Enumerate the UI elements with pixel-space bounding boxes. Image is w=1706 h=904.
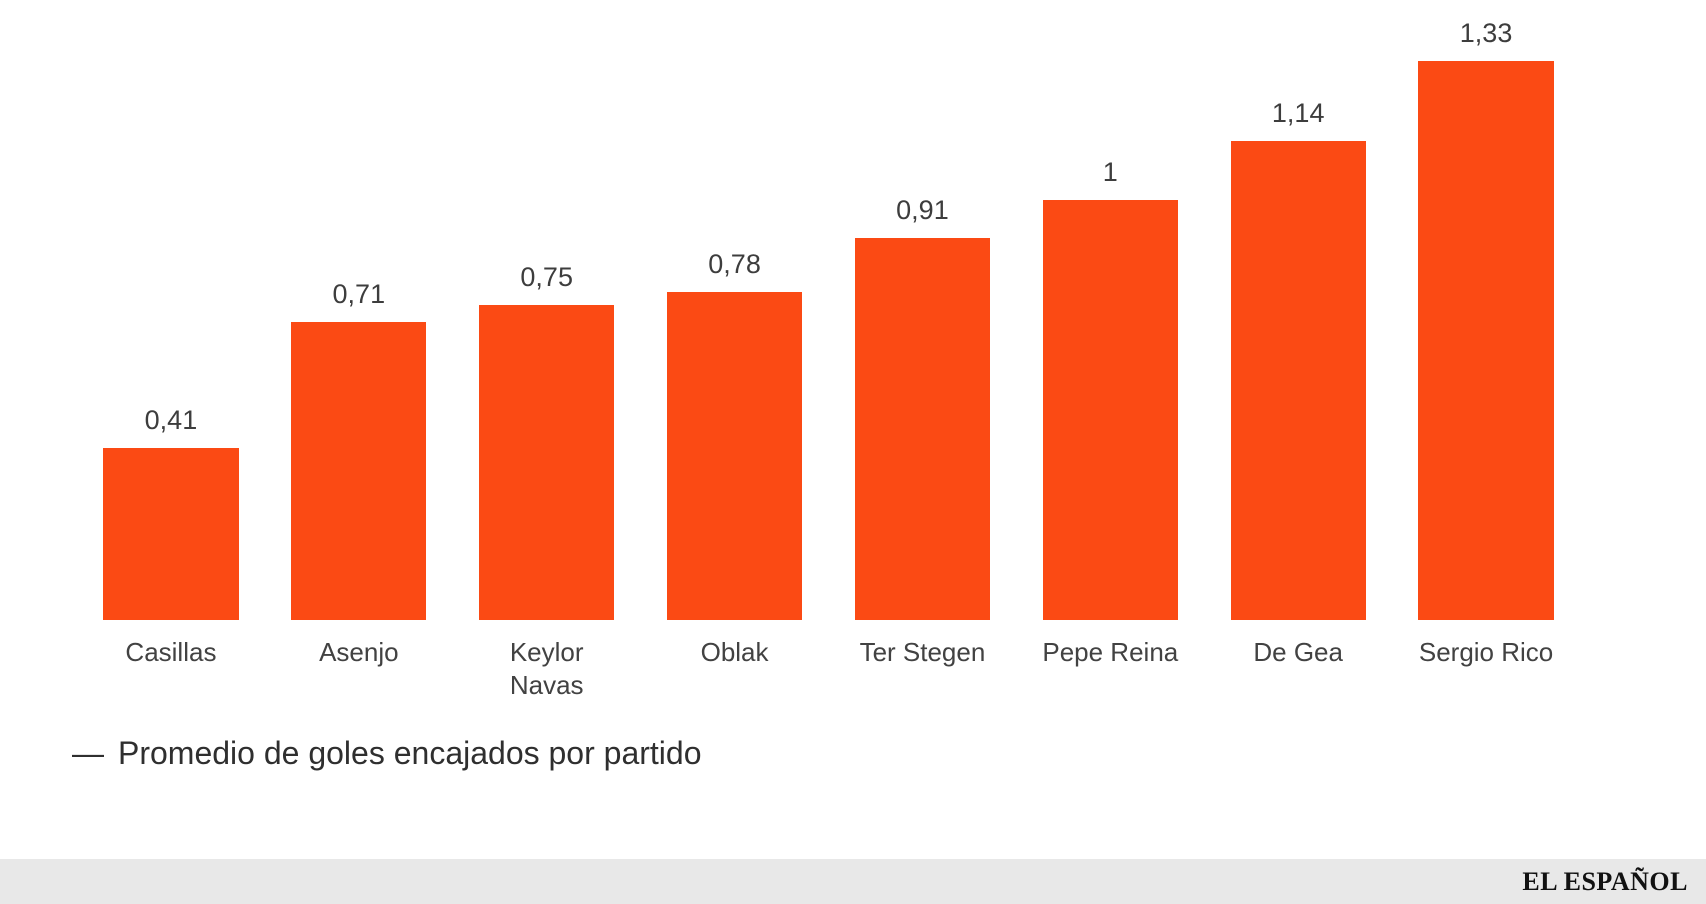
bar-value-label: 0,91 — [896, 195, 949, 225]
category-label: Pepe Reina — [1042, 637, 1179, 667]
chart-legend: — Promedio de goles encajados por partid… — [0, 735, 1706, 772]
bar-value-label: 1,33 — [1459, 18, 1513, 48]
bar-wrap: 0,75 — [453, 262, 641, 620]
bar-column: 0,78 Oblak — [641, 249, 829, 710]
category-label: Casillas — [125, 637, 217, 667]
bar — [291, 322, 427, 620]
category-label: De Gea — [1253, 637, 1343, 667]
bar-value-label: 0,41 — [144, 405, 198, 435]
bar-value-label: 1,14 — [1271, 98, 1325, 128]
bar-column: 0,41 Casillas — [77, 405, 265, 710]
bar — [666, 292, 803, 620]
bar-wrap: 0,91 — [829, 195, 1017, 620]
bar — [1042, 200, 1178, 620]
bar-chart: 0,41 Casillas 0,71 Asenjo 0,75 Keylor Navas 0,… — [77, 18, 1580, 710]
bar-column: 0,71 Asenjo — [265, 279, 453, 710]
category-label: Asenjo — [319, 637, 399, 667]
bar — [1418, 61, 1554, 620]
bar — [1230, 141, 1366, 620]
category-label: Keylor Navas — [509, 637, 584, 700]
bar-column: 0,75 Keylor Navas — [453, 262, 641, 710]
category-label: Sergio Rico — [1418, 637, 1554, 667]
bar-value-label: 0,75 — [520, 262, 573, 292]
bar-value-label: 1 — [1102, 157, 1118, 187]
bar-column: 1 Pepe Reina — [1016, 157, 1204, 710]
legend-dash-marker: — — [72, 735, 104, 771]
footer-bar: EL ESPAÑOL — [0, 859, 1706, 904]
bar-wrap: 0,78 — [641, 249, 829, 620]
bar-wrap: 0,71 — [265, 279, 453, 620]
bar-column: 0,91 Ter Stegen — [829, 195, 1017, 710]
bar-wrap: 1 — [1016, 157, 1204, 620]
bar — [854, 238, 991, 620]
bar-column: 1,33 Sergio Rico — [1392, 18, 1580, 710]
bar-wrap: 1,33 — [1392, 18, 1580, 620]
bar-column: 1,14 De Gea — [1204, 98, 1392, 710]
bar-value-label: 0,78 — [708, 249, 761, 279]
legend-label: Promedio de goles encajados por partido — [118, 735, 702, 771]
bar-wrap: 0,41 — [77, 405, 265, 620]
bar — [103, 448, 239, 620]
brand-logo: EL ESPAÑOL — [1522, 866, 1688, 896]
bar-wrap: 1,14 — [1204, 98, 1392, 620]
bar-value-label: 0,71 — [332, 279, 386, 309]
category-label: Oblak — [700, 637, 769, 667]
category-label: Ter Stegen — [859, 637, 986, 667]
bar — [479, 305, 615, 620]
